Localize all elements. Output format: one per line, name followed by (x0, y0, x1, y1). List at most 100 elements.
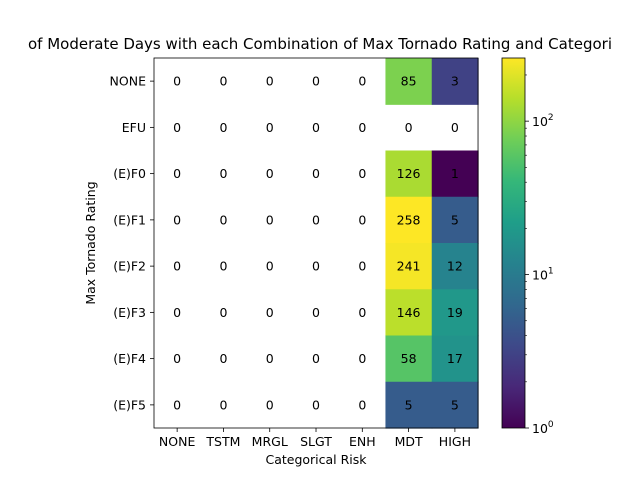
heatmap-cell (385, 150, 433, 198)
cell-value-label: 0 (219, 166, 227, 181)
y-axis-title: Max Tornado Rating (83, 181, 98, 304)
x-tick-label: MRGL (252, 434, 288, 449)
x-tick-label: ENH (349, 434, 376, 449)
cell-value-label: 0 (312, 120, 320, 135)
cell-value-label: 0 (266, 397, 274, 412)
cell-value-label: 126 (397, 166, 421, 181)
heatmap-cell (431, 243, 479, 290)
cell-value-label: 0 (173, 74, 181, 89)
cell-value-label: 0 (312, 74, 320, 89)
y-tick-label: (E)F0 (113, 166, 146, 181)
cell-value-label: 0 (358, 351, 366, 366)
cell-value-label: 17 (447, 351, 463, 366)
y-tick-label: (E)F5 (113, 397, 146, 412)
x-axis: NONE TSTM MRGL SLGT ENH MDT HIGH (159, 428, 471, 449)
x-tick-label: SLGT (300, 434, 332, 449)
chart-title: of Moderate Days with each Combination o… (28, 35, 612, 53)
colorbar-gradient (502, 58, 525, 428)
colorbar: 100 101 102 (501, 57, 554, 436)
heatmap-cell (431, 289, 479, 337)
colorbar-tick-label: 102 (532, 113, 554, 129)
y-tick-label: (E)F2 (113, 259, 146, 274)
cell-value-label: 0 (219, 397, 227, 412)
cell-value-label: 0 (219, 74, 227, 89)
cell-value-label: 85 (401, 74, 417, 89)
heatmap-cell (385, 243, 433, 290)
cell-value-label: 0 (358, 120, 366, 135)
cell-value-label: 0 (266, 74, 274, 89)
cell-value-label: 0 (219, 120, 227, 135)
cell-value-label: 0 (173, 120, 181, 135)
heatmap-cell (385, 196, 433, 244)
x-tick-label: MDT (395, 434, 423, 449)
heatmap-cell (431, 196, 479, 244)
heatmap-cell (385, 58, 433, 105)
cell-value-label: 0 (358, 305, 366, 320)
cell-value-label: 0 (358, 166, 366, 181)
x-tick-label: HIGH (439, 434, 471, 449)
cell-value-label: 0 (173, 305, 181, 320)
cell-value-label: 0 (312, 259, 320, 274)
cell-value-label: 0 (358, 212, 366, 227)
cell-value-label: 19 (447, 305, 463, 320)
cell-value-label: 0 (312, 166, 320, 181)
y-tick-label: (E)F1 (113, 212, 146, 227)
heatmap-cells (385, 58, 479, 429)
cell-value-label: 0 (451, 120, 459, 135)
cell-value-label: 0 (219, 305, 227, 320)
heatmap-cell (431, 335, 479, 383)
cell-value-label: 0 (266, 166, 274, 181)
heatmap-cell-labels: 0 0 0 0 0 85 3 0 0 0 0 0 0 0 0 0 0 0 0 126 1 0 0 0 0 0 258 5 0 0 0 0 0 24… (173, 74, 463, 413)
y-tick-label: (E)F3 (113, 305, 146, 320)
y-axis: NONE EFU (E)F0 (E)F1 (E)F2 (E)F3 (E)F4 (E)F5 (110, 74, 154, 412)
cell-value-label: 0 (358, 259, 366, 274)
cell-value-label: 0 (358, 397, 366, 412)
cell-value-label: 5 (451, 397, 459, 412)
cell-value-label: 3 (451, 74, 459, 89)
heatmap-cell (385, 335, 433, 383)
cell-value-label: 0 (219, 212, 227, 227)
cell-value-label: 0 (173, 212, 181, 227)
heatmap-cell (385, 381, 433, 429)
cell-value-label: 0 (312, 305, 320, 320)
cell-value-label: 0 (173, 259, 181, 274)
y-tick-label: NONE (110, 74, 147, 89)
cell-value-label: 0 (405, 120, 413, 135)
cell-value-label: 0 (219, 259, 227, 274)
cell-value-label: 241 (397, 259, 421, 274)
cell-value-label: 0 (266, 259, 274, 274)
cell-value-label: 146 (397, 305, 421, 320)
y-tick-label: (E)F4 (113, 351, 146, 366)
cell-value-label: 0 (173, 397, 181, 412)
cell-value-label: 58 (401, 351, 417, 366)
x-tick-label: NONE (159, 434, 196, 449)
heatmap-cell (431, 381, 479, 429)
x-tick-label: TSTM (205, 434, 240, 449)
cell-value-label: 0 (312, 351, 320, 366)
cell-value-label: 258 (397, 212, 421, 227)
colorbar-frame (501, 57, 526, 429)
cell-value-label: 5 (451, 212, 459, 227)
cell-value-label: 0 (266, 120, 274, 135)
colorbar-tick-label: 101 (532, 267, 554, 283)
colorbar-tick-label: 100 (532, 420, 554, 436)
cell-value-label: 0 (173, 166, 181, 181)
cell-value-label: 0 (266, 351, 274, 366)
cell-value-label: 5 (405, 397, 413, 412)
cell-value-label: 0 (219, 351, 227, 366)
x-axis-title: Categorical Risk (265, 452, 367, 467)
cell-value-label: 0 (358, 74, 366, 89)
cell-value-label: 0 (312, 212, 320, 227)
cell-value-label: 0 (266, 305, 274, 320)
y-tick-label: EFU (122, 120, 146, 135)
heatmap-cell (431, 150, 479, 198)
cell-value-label: 0 (266, 212, 274, 227)
heatmap-cell (431, 58, 479, 105)
cell-value-label: 1 (451, 166, 459, 181)
heatmap-cell (385, 289, 433, 337)
cell-value-label: 0 (312, 397, 320, 412)
cell-value-label: 12 (447, 259, 463, 274)
cell-value-label: 0 (173, 351, 181, 366)
